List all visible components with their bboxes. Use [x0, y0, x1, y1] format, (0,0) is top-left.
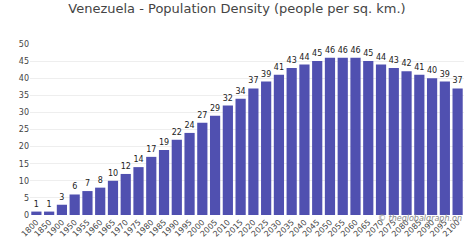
svg-text:1990: 1990 — [160, 218, 181, 239]
svg-text:2015: 2015 — [224, 218, 245, 239]
svg-text:2050: 2050 — [313, 218, 334, 239]
svg-text:22: 22 — [172, 128, 182, 137]
svg-text:1850: 1850 — [33, 218, 54, 239]
svg-text:1995: 1995 — [173, 218, 194, 239]
svg-text:20: 20 — [19, 142, 29, 151]
svg-text:1955: 1955 — [71, 218, 92, 239]
svg-text:45: 45 — [312, 49, 322, 58]
svg-text:6: 6 — [72, 182, 77, 191]
svg-text:5: 5 — [24, 194, 29, 203]
svg-text:40: 40 — [19, 74, 29, 83]
svg-text:45: 45 — [19, 57, 29, 66]
svg-text:30: 30 — [19, 108, 29, 117]
svg-text:1: 1 — [47, 200, 52, 209]
svg-text:© theglobalgraph.on: © theglobalgraph.on — [378, 214, 462, 223]
svg-text:7: 7 — [85, 179, 90, 188]
svg-text:2035: 2035 — [275, 218, 296, 239]
svg-text:43: 43 — [389, 56, 399, 65]
svg-text:3: 3 — [59, 193, 64, 202]
svg-text:1965: 1965 — [96, 218, 117, 239]
svg-text:43: 43 — [287, 56, 297, 65]
svg-text:2020: 2020 — [237, 218, 258, 239]
svg-text:10: 10 — [19, 177, 29, 186]
svg-text:1970: 1970 — [109, 218, 130, 239]
svg-text:44: 44 — [376, 53, 386, 62]
svg-text:2065: 2065 — [352, 218, 373, 239]
svg-text:2080: 2080 — [390, 218, 411, 239]
svg-text:27: 27 — [197, 111, 207, 120]
svg-text:8: 8 — [98, 176, 103, 185]
svg-text:2090: 2090 — [416, 218, 437, 239]
svg-text:1950: 1950 — [58, 218, 79, 239]
svg-text:46: 46 — [338, 46, 348, 55]
svg-text:2075: 2075 — [377, 218, 398, 239]
svg-text:2095: 2095 — [428, 218, 449, 239]
svg-text:12: 12 — [121, 162, 131, 171]
svg-text:45: 45 — [363, 49, 373, 58]
svg-text:10: 10 — [108, 169, 118, 178]
svg-text:29: 29 — [210, 104, 220, 113]
svg-text:24: 24 — [184, 121, 194, 130]
svg-text:2030: 2030 — [262, 218, 283, 239]
svg-text:2085: 2085 — [403, 218, 424, 239]
svg-text:46: 46 — [325, 46, 335, 55]
svg-text:15: 15 — [19, 160, 29, 169]
svg-text:2070: 2070 — [365, 218, 386, 239]
svg-text:1960: 1960 — [84, 218, 105, 239]
svg-text:34: 34 — [236, 87, 246, 96]
svg-text:42: 42 — [401, 59, 411, 68]
svg-text:2055: 2055 — [326, 218, 347, 239]
svg-text:2000: 2000 — [186, 218, 207, 239]
svg-text:1900: 1900 — [45, 218, 66, 239]
svg-text:2010: 2010 — [211, 218, 232, 239]
svg-text:2045: 2045 — [301, 218, 322, 239]
svg-text:2040: 2040 — [288, 218, 309, 239]
svg-text:2005: 2005 — [199, 218, 220, 239]
svg-text:17: 17 — [146, 145, 156, 154]
svg-text:37: 37 — [453, 76, 463, 85]
svg-text:35: 35 — [19, 91, 29, 100]
svg-text:19: 19 — [159, 138, 169, 147]
svg-text:2060: 2060 — [339, 218, 360, 239]
svg-text:40: 40 — [427, 66, 437, 75]
svg-text:1: 1 — [34, 200, 39, 209]
svg-text:39: 39 — [261, 70, 271, 79]
svg-text:50: 50 — [19, 40, 29, 49]
svg-text:37: 37 — [248, 76, 258, 85]
svg-text:0: 0 — [24, 211, 29, 220]
svg-text:46: 46 — [350, 46, 360, 55]
svg-text:1985: 1985 — [148, 218, 169, 239]
svg-text:41: 41 — [414, 63, 424, 72]
svg-text:2100: 2100 — [441, 218, 462, 239]
svg-text:2025: 2025 — [250, 218, 271, 239]
svg-text:1800: 1800 — [20, 218, 41, 239]
svg-text:44: 44 — [299, 53, 309, 62]
svg-text:1975: 1975 — [122, 218, 143, 239]
svg-text:1980: 1980 — [135, 218, 156, 239]
svg-text:Venezuela - Population Density: Venezuela - Population Density (people p… — [68, 1, 405, 16]
svg-text:39: 39 — [440, 70, 450, 79]
svg-text:32: 32 — [223, 94, 233, 103]
svg-text:25: 25 — [19, 125, 29, 134]
svg-text:14: 14 — [133, 155, 143, 164]
svg-text:41: 41 — [274, 63, 284, 72]
